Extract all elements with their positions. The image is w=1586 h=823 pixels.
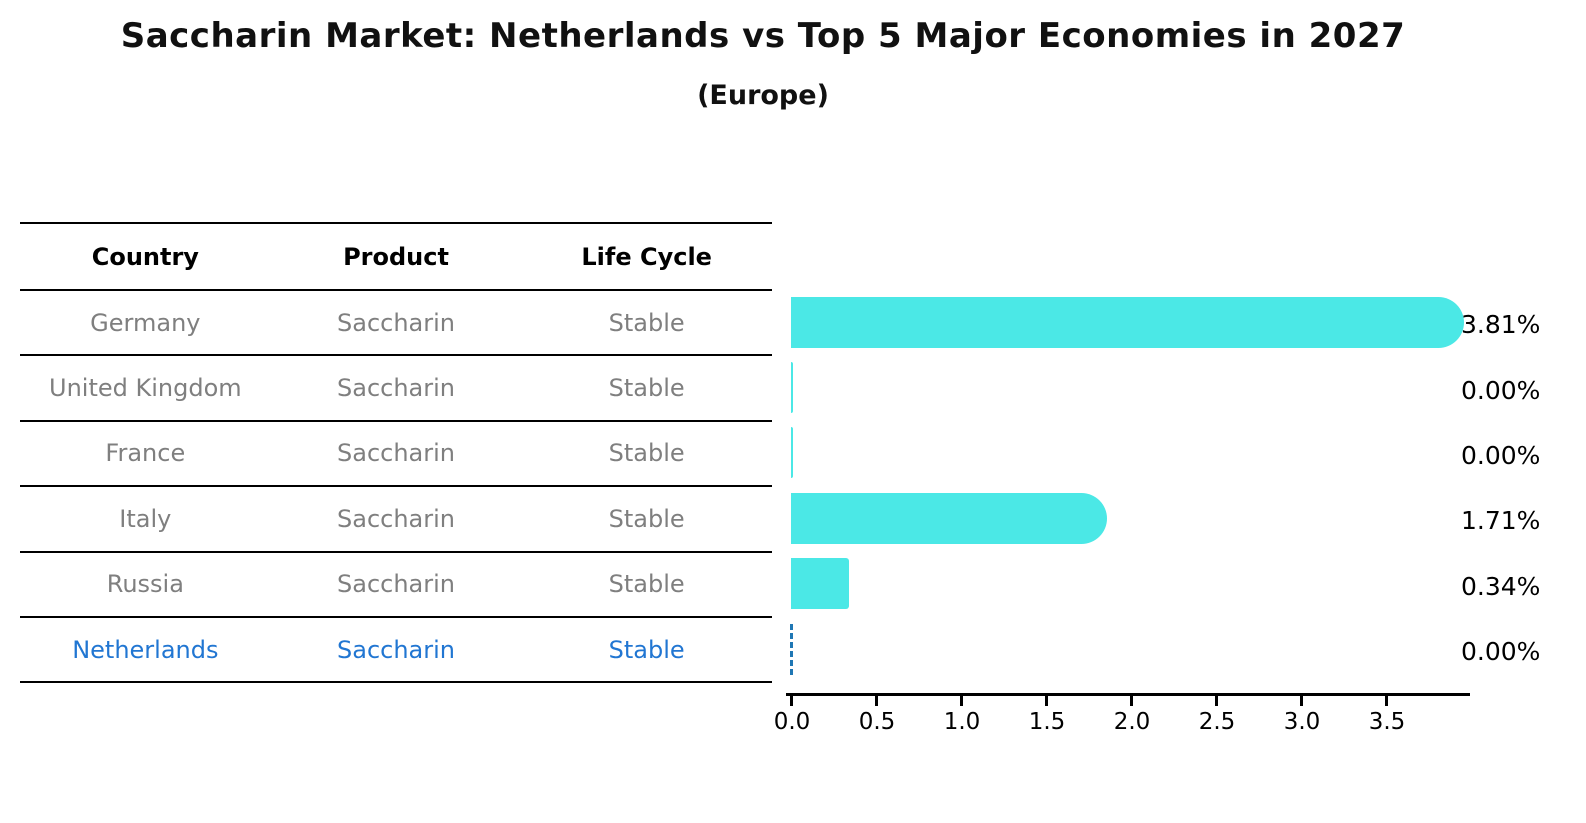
cell-country: Netherlands — [72, 635, 219, 664]
cell-life-cycle: Stable — [608, 308, 685, 337]
x-tick — [875, 696, 878, 706]
country-table: Country Product Life Cycle Germany Sacch… — [20, 222, 772, 684]
x-tick-label: 2.0 — [1113, 709, 1151, 735]
bar-russia — [791, 558, 849, 609]
header-life-cycle: Life Cycle — [581, 242, 712, 271]
table-row-italy: Italy Saccharin Stable — [20, 487, 772, 553]
cell-product: Saccharin — [337, 570, 455, 599]
x-tick-label: 2.5 — [1198, 709, 1236, 735]
cell-product: Saccharin — [337, 308, 455, 337]
value-label-united-kingdom: 0.00% — [1461, 376, 1541, 405]
x-tick-label: 1.0 — [943, 709, 981, 735]
x-tick-label: 0.5 — [858, 709, 896, 735]
bar-italy — [791, 493, 1107, 544]
bar-netherlands-dashed-marker — [790, 624, 793, 675]
cell-country: France — [105, 439, 186, 468]
value-label-netherlands: 0.00% — [1461, 637, 1541, 666]
table-row-russia: Russia Saccharin Stable — [20, 553, 772, 618]
table-row-germany: Germany Saccharin Stable — [20, 291, 772, 357]
cell-product: Saccharin — [337, 504, 455, 533]
value-label-germany: 3.81% — [1461, 310, 1541, 339]
x-tick-label: 3.0 — [1283, 709, 1321, 735]
value-label-italy: 1.71% — [1461, 506, 1541, 535]
cell-product: Saccharin — [337, 374, 455, 403]
bar-united-kingdom — [791, 362, 793, 413]
x-tick — [1130, 696, 1133, 706]
cell-product: Saccharin — [337, 439, 455, 468]
cell-country: Germany — [90, 308, 201, 337]
x-tick — [1215, 696, 1218, 706]
cell-life-cycle: Stable — [608, 374, 685, 403]
cell-country: Russia — [106, 570, 184, 599]
cell-country: United Kingdom — [49, 374, 242, 403]
cell-life-cycle: Stable — [608, 504, 685, 533]
cell-life-cycle: Stable — [608, 439, 685, 468]
value-label-russia: 0.34% — [1461, 572, 1541, 601]
table-row-united-kingdom: United Kingdom Saccharin Stable — [20, 356, 772, 422]
cell-life-cycle: Stable — [608, 570, 685, 599]
table-header-row: Country Product Life Cycle — [20, 224, 772, 291]
x-tick-label: 0.0 — [773, 709, 811, 735]
chart-subtitle: (Europe) — [697, 80, 829, 111]
table-row-france: France Saccharin Stable — [20, 422, 772, 488]
table-row-netherlands: Netherlands Saccharin Stable — [20, 618, 772, 684]
x-axis-line — [786, 693, 1470, 696]
x-tick — [1300, 696, 1303, 706]
bar-france — [791, 427, 793, 478]
chart-title: Saccharin Market: Netherlands vs Top 5 M… — [120, 16, 1406, 56]
header-product: Product — [343, 242, 449, 271]
x-tick-label: 3.5 — [1368, 709, 1406, 735]
cell-product: Saccharin — [337, 635, 455, 664]
x-tick — [1045, 696, 1048, 706]
x-tick — [1385, 696, 1388, 706]
header-country: Country — [91, 242, 199, 271]
x-tick-label: 1.5 — [1028, 709, 1066, 735]
cell-life-cycle: Stable — [608, 635, 685, 664]
value-label-france: 0.00% — [1461, 441, 1541, 470]
x-tick — [960, 696, 963, 706]
cell-country: Italy — [119, 504, 172, 533]
bar-germany — [791, 297, 1464, 348]
x-tick — [790, 696, 793, 706]
